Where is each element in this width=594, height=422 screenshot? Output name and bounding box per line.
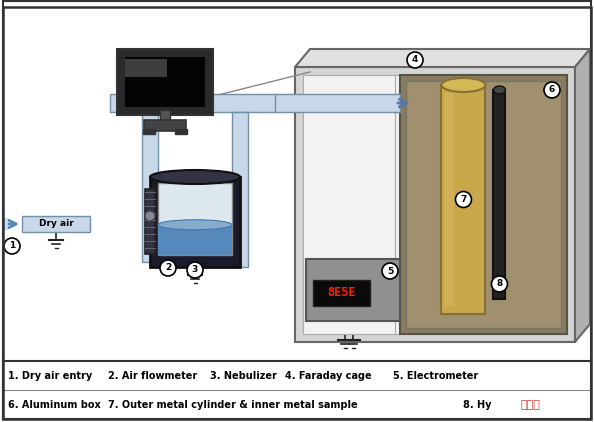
FancyBboxPatch shape — [175, 129, 187, 134]
FancyBboxPatch shape — [306, 259, 400, 321]
Text: 4. Faraday cage: 4. Faraday cage — [285, 371, 372, 381]
Text: 7: 7 — [460, 195, 467, 204]
FancyBboxPatch shape — [142, 112, 158, 262]
Ellipse shape — [494, 86, 505, 94]
Circle shape — [491, 276, 507, 292]
Text: 8: 8 — [497, 279, 503, 289]
FancyBboxPatch shape — [295, 67, 575, 342]
Ellipse shape — [158, 220, 232, 230]
Text: 2. Air flowmeter: 2. Air flowmeter — [108, 371, 197, 381]
FancyBboxPatch shape — [117, 49, 213, 115]
FancyBboxPatch shape — [3, 1, 591, 419]
FancyBboxPatch shape — [232, 112, 248, 267]
Circle shape — [382, 263, 398, 279]
Text: 8. Hy: 8. Hy — [463, 400, 491, 410]
FancyBboxPatch shape — [145, 189, 155, 254]
Circle shape — [145, 211, 155, 221]
FancyBboxPatch shape — [144, 120, 186, 131]
Text: 3: 3 — [192, 265, 198, 274]
FancyBboxPatch shape — [406, 81, 561, 328]
FancyBboxPatch shape — [3, 361, 591, 419]
Text: 6. Aluminum box: 6. Aluminum box — [8, 400, 101, 410]
Text: 6: 6 — [549, 86, 555, 95]
Ellipse shape — [150, 170, 240, 184]
Polygon shape — [575, 49, 590, 342]
Text: 1: 1 — [9, 241, 15, 251]
FancyBboxPatch shape — [4, 218, 8, 230]
Text: Dry air: Dry air — [39, 219, 74, 228]
FancyBboxPatch shape — [22, 216, 90, 232]
FancyBboxPatch shape — [158, 183, 232, 255]
Text: Wet air: Wet air — [325, 98, 365, 108]
FancyBboxPatch shape — [110, 94, 400, 112]
Text: 8E5E: 8E5E — [327, 287, 356, 300]
Ellipse shape — [441, 78, 485, 92]
Text: 7. Outer metal cylinder & inner metal sample: 7. Outer metal cylinder & inner metal sa… — [108, 400, 358, 410]
Circle shape — [187, 262, 203, 278]
Text: Dry air: Dry air — [131, 98, 169, 108]
Text: 4: 4 — [412, 56, 418, 65]
FancyBboxPatch shape — [494, 90, 505, 299]
FancyBboxPatch shape — [444, 93, 454, 306]
Circle shape — [456, 192, 472, 208]
Text: 5. Electrometer: 5. Electrometer — [393, 371, 478, 381]
Circle shape — [160, 260, 176, 276]
FancyBboxPatch shape — [441, 85, 485, 314]
FancyBboxPatch shape — [143, 129, 155, 134]
FancyBboxPatch shape — [150, 177, 240, 267]
FancyBboxPatch shape — [303, 75, 567, 334]
FancyBboxPatch shape — [160, 110, 170, 122]
Circle shape — [4, 238, 20, 254]
Text: 5: 5 — [387, 267, 393, 276]
Text: 3. Nebulizer: 3. Nebulizer — [210, 371, 277, 381]
FancyBboxPatch shape — [400, 75, 567, 334]
FancyBboxPatch shape — [158, 225, 232, 255]
Text: Wet air: Wet air — [220, 98, 260, 108]
FancyBboxPatch shape — [125, 59, 167, 77]
Circle shape — [544, 82, 560, 98]
Polygon shape — [295, 49, 590, 67]
FancyBboxPatch shape — [313, 280, 370, 306]
Text: 1. Dry air entry: 1. Dry air entry — [8, 371, 92, 381]
Text: 噶神游: 噶神游 — [520, 400, 540, 410]
FancyBboxPatch shape — [125, 57, 205, 107]
Text: 2: 2 — [165, 263, 171, 273]
Circle shape — [407, 52, 423, 68]
